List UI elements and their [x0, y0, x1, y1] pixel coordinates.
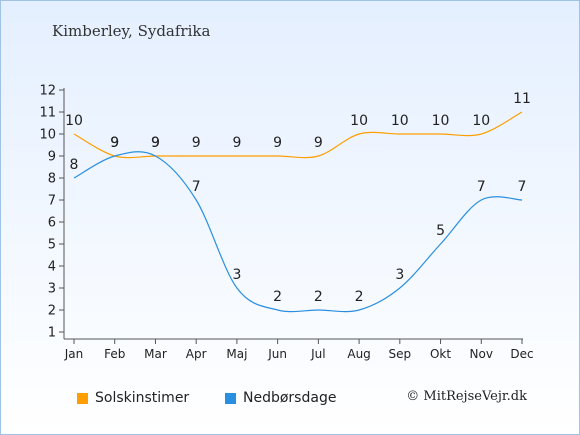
y-tick-label: 5 [48, 238, 56, 253]
legend-item-sun: Solskinstimer [77, 390, 189, 406]
sun-data-label: 9 [273, 135, 282, 151]
x-tick-label: Feb [104, 347, 125, 361]
sun-series-line [73, 111, 523, 159]
rain-data-label: 9 [151, 135, 160, 151]
sun-data-label: 9 [192, 135, 201, 151]
sun-data-label: 10 [350, 113, 368, 129]
sun-data-label: 9 [110, 135, 119, 151]
y-tick-label: 7 [48, 194, 56, 209]
legend-item-rain: Nedbørsdage [225, 390, 336, 406]
x-tick-label: Nov [470, 347, 493, 361]
x-tick-label: Mar [144, 347, 167, 361]
copyright-text: © MitRejseVejr.dk [406, 389, 527, 404]
x-tick-label: Aug [347, 347, 370, 361]
y-tick-label: 11 [39, 106, 56, 121]
legend-label-sun: Solskinstimer [95, 390, 190, 406]
y-tick-label: 10 [39, 128, 56, 143]
x-tick-label: Jul [310, 347, 325, 361]
legend-swatch-sun [77, 392, 88, 404]
sun-data-label: 10 [65, 113, 83, 129]
sun-data-label: 9 [314, 135, 323, 151]
rain-series-line [73, 151, 523, 313]
rain-data-label: 2 [314, 289, 323, 305]
y-tick-label: 2 [48, 304, 56, 319]
series-lines [73, 111, 523, 313]
rain-data-label: 3 [232, 267, 241, 283]
rain-data-label: 3 [395, 267, 404, 283]
x-tick-label: Dec [510, 347, 533, 361]
sun-data-label: 9 [151, 135, 160, 151]
rain-data-label: 8 [70, 157, 79, 173]
sun-data-label: 10 [472, 113, 490, 129]
x-tick-label: Jun [267, 347, 287, 361]
x-tick-label: Maj [226, 347, 247, 361]
x-tick-label: Jan [64, 347, 84, 361]
sun-data-label: 11 [513, 91, 531, 107]
rain-data-label: 7 [477, 179, 486, 195]
rain-data-label: 2 [273, 289, 282, 305]
sun-data-label: 9 [232, 135, 241, 151]
y-tick-label: 9 [48, 150, 56, 165]
sun-data-label: 10 [432, 113, 450, 129]
y-tick-label: 4 [48, 260, 56, 275]
legend-label-rain: Nedbørsdage [243, 390, 337, 406]
rain-data-label: 5 [436, 223, 445, 239]
y-tick-label: 12 [39, 84, 56, 99]
x-tick-label: Okt [430, 347, 451, 361]
rain-data-label: 9 [110, 135, 119, 151]
y-tick-label: 3 [48, 282, 56, 297]
x-tick-label: Apr [186, 347, 207, 361]
rain-data-label: 7 [192, 179, 201, 195]
x-tick-label: Sep [389, 347, 412, 361]
y-tick-label: 1 [48, 326, 56, 341]
y-tick-label: 6 [48, 216, 56, 231]
chart-title: Kimberley, Sydafrika [52, 22, 211, 40]
y-tick-label: 8 [48, 172, 56, 187]
sun-data-label: 10 [391, 113, 409, 129]
legend-swatch-rain [225, 392, 236, 404]
rain-data-label: 7 [518, 179, 527, 195]
rain-data-label: 2 [355, 289, 364, 305]
